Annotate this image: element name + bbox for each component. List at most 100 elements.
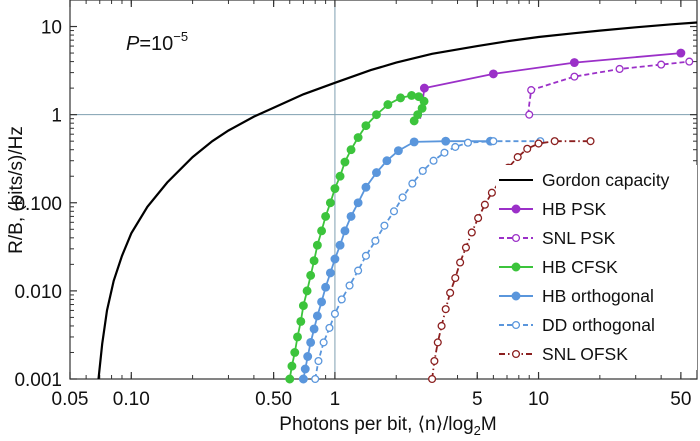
data-point	[321, 282, 331, 292]
data-point	[451, 142, 460, 151]
data-point	[317, 226, 327, 236]
data-point	[513, 153, 522, 162]
data-point	[306, 337, 316, 347]
data-point	[441, 305, 450, 314]
data-point	[461, 243, 470, 252]
data-point	[463, 138, 472, 147]
data-point	[586, 137, 595, 146]
data-point	[523, 144, 532, 153]
data-point	[550, 137, 559, 146]
legend-swatch-marker	[511, 262, 521, 272]
legend-item: SNL OFSK	[499, 344, 628, 364]
data-point	[296, 316, 306, 326]
x-tick-label: 0.50	[255, 389, 292, 410]
data-point	[300, 364, 310, 374]
data-point	[361, 182, 371, 192]
data-point	[340, 226, 350, 236]
series-hb-orthogonal	[298, 136, 495, 384]
data-point	[488, 69, 498, 79]
data-point	[408, 179, 417, 188]
data-point	[321, 211, 331, 221]
p-annotation-equals: =10	[139, 33, 173, 55]
data-point	[309, 324, 319, 334]
p-annotation-symbol: P	[126, 33, 140, 55]
data-point	[340, 157, 350, 167]
series-snl-psk	[525, 57, 694, 119]
data-point	[303, 352, 313, 361]
legend-item: HB orthogonal	[499, 286, 654, 306]
data-point	[353, 198, 363, 208]
data-point	[437, 321, 446, 330]
data-point	[487, 188, 496, 197]
legend-swatch-marker	[511, 320, 521, 330]
p-annotation-exponent: −5	[173, 29, 188, 44]
data-point	[330, 309, 339, 318]
data-point	[298, 301, 308, 311]
legend-item: DD orthogonal	[499, 315, 655, 335]
data-point	[306, 270, 316, 280]
data-point	[489, 137, 498, 146]
data-point	[371, 236, 380, 245]
data-point	[319, 338, 328, 347]
data-point	[361, 251, 370, 260]
data-point	[325, 323, 334, 332]
data-point	[429, 156, 438, 165]
data-point	[441, 136, 451, 146]
data-point	[337, 295, 346, 304]
data-point	[407, 91, 417, 100]
data-point	[433, 338, 442, 347]
data-point	[419, 83, 429, 93]
legend-label: SNL PSK	[542, 228, 616, 248]
legend-item: HB PSK	[499, 199, 607, 219]
data-point	[312, 240, 322, 250]
series-dd-orthogonal	[311, 137, 545, 384]
data-point	[346, 145, 356, 155]
data-point	[361, 121, 371, 131]
data-point	[346, 211, 356, 221]
data-point	[312, 311, 322, 321]
data-point	[467, 228, 476, 237]
data-point	[287, 361, 297, 371]
series-line	[527, 60, 690, 115]
legend-label: Gordon capacity	[542, 170, 670, 190]
series-gordon-capacity	[97, 21, 698, 380]
data-point	[451, 273, 460, 283]
data-point	[335, 240, 345, 250]
y-tick-label: 1	[51, 106, 62, 127]
series-line	[419, 52, 681, 119]
data-point	[372, 168, 381, 178]
data-point	[380, 221, 389, 230]
data-point	[396, 93, 405, 103]
legend-label: HB CFSK	[542, 257, 618, 277]
legend-swatch-marker	[511, 349, 521, 359]
data-point	[389, 207, 399, 216]
legend-item: HB CFSK	[499, 257, 618, 277]
legend-item: SNL PSK	[499, 228, 616, 248]
legend-label: HB PSK	[542, 199, 607, 219]
x-tick-label: 5	[472, 389, 483, 410]
y-tick-label: 0.100	[14, 194, 62, 215]
data-point	[317, 297, 327, 307]
series-hb-cfsk	[285, 91, 429, 384]
data-point	[298, 374, 308, 384]
data-point	[534, 139, 543, 148]
data-point	[525, 110, 534, 119]
data-point	[685, 57, 694, 66]
y-axis-title: R/B, (bits/s)/Hz	[6, 126, 27, 254]
data-point	[309, 256, 319, 266]
y-tick-label: 0.010	[14, 282, 62, 303]
data-point	[354, 266, 363, 275]
y-tick-label: 10	[41, 18, 62, 39]
x-tick-label: 10	[528, 389, 549, 410]
data-point	[302, 286, 312, 296]
x-axis-title-tail: M	[481, 414, 497, 435]
data-point	[527, 86, 536, 95]
legend-label: HB orthogonal	[542, 286, 654, 306]
legend-item: Gordon capacity	[499, 170, 670, 190]
data-point	[383, 100, 393, 110]
data-point	[330, 254, 340, 264]
data-point	[419, 96, 429, 106]
legend-swatch-marker	[511, 291, 521, 301]
data-point	[372, 110, 381, 120]
